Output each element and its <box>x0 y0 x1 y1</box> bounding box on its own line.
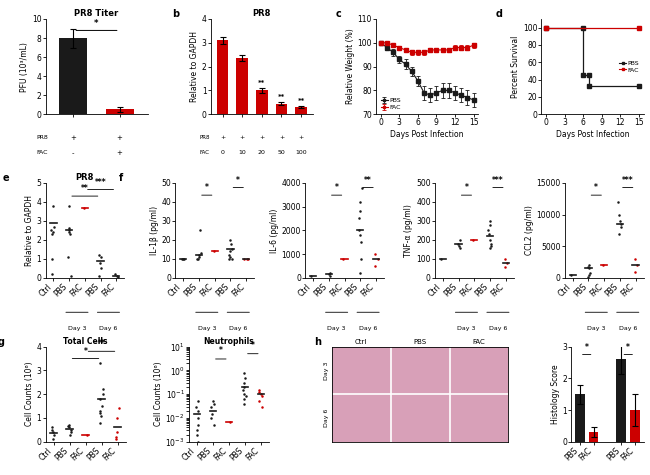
Bar <box>630 410 640 442</box>
Text: Day 3: Day 3 <box>587 325 606 331</box>
Y-axis label: IL-1β (pg/ml): IL-1β (pg/ml) <box>150 206 159 255</box>
Bar <box>295 107 307 114</box>
Text: +: + <box>240 135 245 140</box>
Text: +: + <box>220 135 225 140</box>
Text: FAC: FAC <box>36 151 48 155</box>
Text: PR8: PR8 <box>200 135 210 140</box>
Y-axis label: Relative Weight (%): Relative Weight (%) <box>346 28 355 104</box>
Bar <box>237 58 248 114</box>
Text: Day 3: Day 3 <box>198 325 216 331</box>
Text: **: ** <box>364 176 372 185</box>
Y-axis label: PFU (10³/mL): PFU (10³/mL) <box>20 42 29 92</box>
Text: PBS: PBS <box>413 339 426 345</box>
Text: e: e <box>2 173 9 183</box>
Text: Day 6: Day 6 <box>619 325 637 331</box>
Text: Day 3: Day 3 <box>328 325 346 331</box>
Y-axis label: Histology Score: Histology Score <box>551 364 560 424</box>
Text: Day 6: Day 6 <box>359 325 377 331</box>
Text: **: ** <box>258 80 265 86</box>
Y-axis label: Cell Counts (10⁶): Cell Counts (10⁶) <box>153 362 162 427</box>
Text: 20: 20 <box>258 151 266 155</box>
Text: +: + <box>117 135 123 141</box>
Text: Day 3: Day 3 <box>324 361 329 380</box>
Text: +: + <box>259 135 265 140</box>
Title: Neutrophils: Neutrophils <box>203 337 254 346</box>
Title: PR8: PR8 <box>253 9 271 18</box>
Text: b: b <box>172 10 179 19</box>
Legend: PBS, FAC: PBS, FAC <box>379 96 402 111</box>
Bar <box>276 104 287 114</box>
Text: Day 6: Day 6 <box>489 325 507 331</box>
Text: 50: 50 <box>278 151 285 155</box>
Text: Day 6: Day 6 <box>229 325 248 331</box>
Text: ***: *** <box>95 178 107 187</box>
Title: PR8: PR8 <box>75 173 94 182</box>
Text: **: ** <box>278 94 285 100</box>
Text: *: * <box>585 342 589 352</box>
Legend: PBS, FAC: PBS, FAC <box>618 59 640 74</box>
Text: FAC: FAC <box>200 151 210 155</box>
Text: +: + <box>279 135 284 140</box>
Text: +: + <box>117 151 123 156</box>
Text: Day 6: Day 6 <box>99 325 118 331</box>
Text: -: - <box>72 151 75 156</box>
Y-axis label: Percent Survival: Percent Survival <box>511 36 520 98</box>
Bar <box>106 109 134 114</box>
Text: Ctrl: Ctrl <box>355 339 367 345</box>
Bar <box>616 359 626 442</box>
Bar <box>59 38 87 114</box>
Text: *: * <box>594 183 598 192</box>
Text: 10: 10 <box>239 151 246 155</box>
Bar <box>216 40 229 114</box>
Text: *: * <box>627 342 630 352</box>
Text: ***: *** <box>622 176 634 185</box>
Text: h: h <box>315 337 322 347</box>
Text: *: * <box>465 183 469 192</box>
Text: PR8: PR8 <box>36 135 48 140</box>
Text: +: + <box>298 135 304 140</box>
Text: Day 3: Day 3 <box>68 325 86 331</box>
Text: d: d <box>495 10 502 19</box>
Text: *: * <box>219 346 223 355</box>
Text: **: ** <box>298 98 305 104</box>
Text: **: ** <box>98 340 105 349</box>
Bar <box>589 432 599 442</box>
Y-axis label: CCL2 (pg/ml): CCL2 (pg/ml) <box>525 205 534 256</box>
Text: g: g <box>0 337 5 347</box>
Text: c: c <box>335 10 341 19</box>
Bar <box>256 90 268 114</box>
Text: ***: *** <box>492 176 504 185</box>
Text: *: * <box>94 19 99 28</box>
Y-axis label: Cell Counts (10⁶): Cell Counts (10⁶) <box>25 362 34 427</box>
Y-axis label: IL-6 (pg/ml): IL-6 (pg/ml) <box>270 208 279 253</box>
Text: f: f <box>119 173 123 183</box>
X-axis label: Days Post Infection: Days Post Infection <box>556 130 629 139</box>
Text: +: + <box>70 135 76 141</box>
Y-axis label: Relative to GAPDH: Relative to GAPDH <box>25 195 34 266</box>
Text: 0: 0 <box>220 151 224 155</box>
Text: 100: 100 <box>295 151 307 155</box>
Text: FAC: FAC <box>473 339 486 345</box>
Y-axis label: Relative to GAPDH: Relative to GAPDH <box>190 31 199 102</box>
Text: *: * <box>205 183 209 192</box>
X-axis label: Days Post Infection: Days Post Infection <box>391 130 464 139</box>
Title: PR8 Titer: PR8 Titer <box>74 9 119 18</box>
Text: *: * <box>251 341 255 350</box>
Title: Total Cells: Total Cells <box>63 337 108 346</box>
Text: *: * <box>84 347 88 356</box>
Bar <box>575 394 584 442</box>
Text: Day 3: Day 3 <box>457 325 476 331</box>
Text: *: * <box>335 183 339 192</box>
Text: *: * <box>237 176 240 185</box>
Text: **: ** <box>81 184 88 193</box>
Y-axis label: TNF-α (pg/ml): TNF-α (pg/ml) <box>404 204 413 257</box>
Text: Day 6: Day 6 <box>324 409 329 427</box>
